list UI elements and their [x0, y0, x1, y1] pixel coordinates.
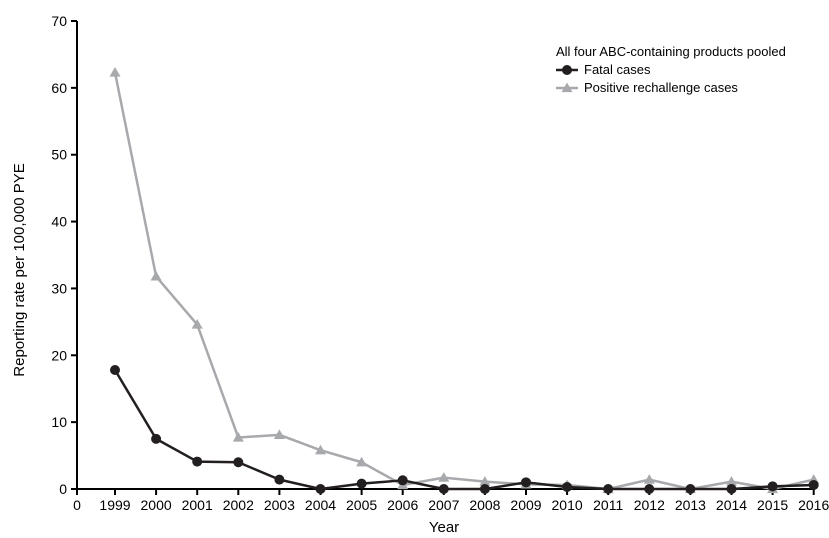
y-tick-label-60: 60	[51, 80, 67, 96]
data-point-fatal-cases-2003	[274, 474, 285, 485]
y-tick-label-70: 70	[51, 13, 67, 29]
data-point-positive-rechallenge-cases-2002	[232, 432, 244, 442]
x-tick-label-2007: 2007	[428, 497, 459, 513]
data-point-positive-rechallenge-cases-2003	[273, 429, 285, 439]
axes-layer: 0 10 20 30 40 50 60 70 0 1999 2000 2001 2002 2003 2004…	[51, 13, 829, 513]
x-axis-title: Year	[429, 519, 459, 536]
x-tick-label-2014: 2014	[716, 497, 747, 513]
y-tick-label-50: 50	[51, 147, 67, 163]
data-point-positive-rechallenge-cases-2004	[315, 444, 326, 455]
data-point-positive-rechallenge-cases-2014	[726, 476, 737, 486]
data-point-fatal-cases-2016	[808, 479, 819, 490]
x-tick-label-2005: 2005	[346, 497, 377, 513]
y-tick-label-30: 30	[51, 280, 67, 296]
x-tick-label-2002: 2002	[223, 497, 254, 513]
y-axis-title: Reporting rate per 100,000 PYE	[11, 163, 28, 376]
data-point-fatal-cases-2008	[479, 484, 490, 494]
x-tick-label-2008: 2008	[469, 497, 500, 513]
legend-label-fatal-cases: Fatal cases	[584, 62, 651, 77]
y-tick-label-0: 0	[59, 481, 67, 497]
x-tick-label-origin: 0	[73, 497, 81, 513]
data-point-fatal-cases-2004	[315, 484, 326, 494]
x-tick-label-2006: 2006	[387, 497, 418, 513]
data-point-fatal-cases-2005	[356, 478, 367, 489]
data-point-fatal-cases-2010	[562, 481, 573, 492]
data-point-fatal-cases-2015	[767, 481, 778, 492]
y-tick-label-40: 40	[51, 214, 67, 230]
x-tick-label-2016: 2016	[798, 497, 829, 513]
x-tick-label-2010: 2010	[552, 497, 583, 513]
legend-marker-fatal-cases	[562, 65, 572, 75]
data-point-fatal-cases-2002	[233, 457, 244, 468]
data-point-positive-rechallenge-cases-1999	[109, 66, 121, 77]
data-point-fatal-cases-1999	[110, 364, 120, 375]
legend-title: All four ABC-containing products pooled	[556, 44, 786, 59]
data-point-fatal-cases-2011	[603, 484, 614, 494]
data-point-fatal-cases-2014	[726, 484, 737, 494]
data-point-positive-rechallenge-cases-2007	[438, 472, 450, 482]
x-tick-label-2003: 2003	[264, 497, 295, 513]
series-line-positive-rechallenge-cases	[113, 72, 814, 491]
data-point-positive-rechallenge-cases-2012	[643, 474, 655, 484]
x-tick-label-2001: 2001	[182, 497, 213, 513]
x-tick-label-1999: 1999	[99, 497, 130, 513]
data-point-positive-rechallenge-cases-2008	[479, 476, 491, 486]
legend-marker-positive-rechallenge-cases	[561, 82, 573, 93]
data-point-fatal-cases-2007	[438, 484, 449, 494]
x-tick-label-2009: 2009	[510, 497, 541, 513]
y-tick-label-10: 10	[51, 414, 67, 430]
legend: All four ABC-containing products pooled …	[556, 44, 786, 95]
y-tick-label-20: 20	[51, 347, 67, 363]
data-point-fatal-cases-2013	[685, 484, 696, 494]
data-point-fatal-cases-2001	[192, 456, 203, 467]
data-point-fatal-cases-2009	[521, 477, 531, 488]
x-tick-label-2011: 2011	[593, 497, 623, 513]
data-point-fatal-cases-2006	[397, 475, 408, 486]
data-point-positive-rechallenge-cases-2000	[150, 270, 162, 281]
data-point-positive-rechallenge-cases-2005	[356, 456, 368, 467]
x-tick-label-2013: 2013	[675, 497, 706, 513]
legend-label-positive-rechallenge-cases: Positive rechallenge cases	[584, 80, 738, 95]
x-tick-label-2012: 2012	[634, 497, 665, 513]
series-line-fatal-cases	[113, 369, 814, 491]
series-layer	[109, 66, 820, 494]
data-point-fatal-cases-2012	[644, 484, 655, 494]
data-point-fatal-cases-2000	[151, 433, 162, 444]
x-tick-label-2000: 2000	[141, 497, 172, 513]
data-point-positive-rechallenge-cases-2001	[191, 319, 203, 329]
x-tick-label-2015: 2015	[757, 497, 788, 513]
x-tick-label-2004: 2004	[305, 497, 336, 513]
